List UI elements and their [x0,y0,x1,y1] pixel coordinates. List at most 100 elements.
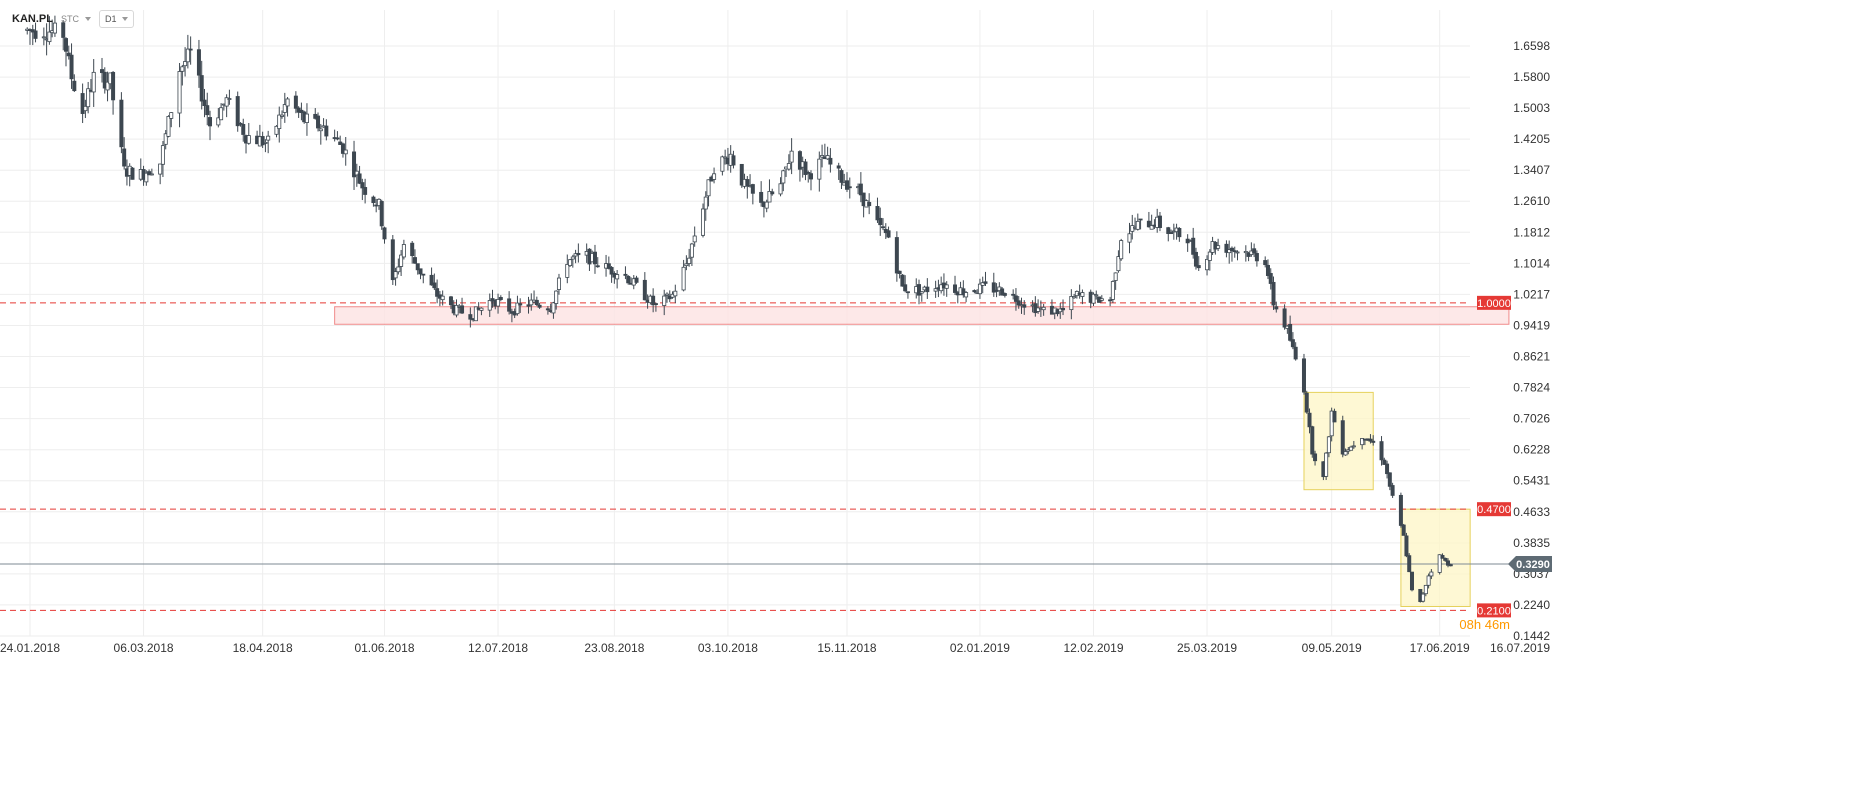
candle-body [180,66,185,72]
candle-body [595,265,600,268]
level-label-bg [1477,295,1511,310]
candle-body [111,71,116,101]
candle-body [1313,453,1318,462]
candle-body [944,284,949,289]
candle-body [817,158,822,180]
candle-body [529,299,534,306]
y-tick-label: 0.4633 [1513,505,1550,519]
x-tick-label: 15.11.2018 [817,641,876,655]
candle-body [687,257,692,264]
candle-body [224,97,229,107]
candle-body [828,157,833,165]
price-axis[interactable]: 1.6598 1.5800 1.5003 1.4205 1.3407 1.2610 1.18… [1513,39,1550,643]
x-tick-label: 09.05.2019 [1302,641,1362,655]
candle-body [534,299,539,306]
candle-body [208,117,213,127]
candle-body [274,125,279,135]
candle-body [894,237,899,274]
candle-body [623,273,628,276]
candle-body [983,281,988,284]
candle-body [216,117,221,126]
candle-body [626,275,631,284]
candle-body [1216,245,1221,249]
x-tick-label: 17.06.2019 [1410,641,1470,655]
x-tick-label: 12.02.2019 [1063,641,1123,655]
candle-body [507,298,512,312]
candle-body [163,133,168,145]
candle-body [905,291,910,294]
y-tick-label: 1.3407 [1513,163,1550,177]
x-tick-label: 18.04.2018 [233,641,293,655]
candle-body [839,170,844,183]
candle-body [664,293,669,296]
candle-body [1110,281,1115,300]
candle-body [953,284,958,293]
candle-body [1207,251,1212,261]
candle-body [712,173,717,180]
candle-body [304,113,309,123]
candle-body [1340,420,1345,455]
y-tick-label: 0.8621 [1513,350,1550,364]
candle-body [1407,555,1412,573]
candle-body [878,217,883,226]
candle-body [1000,288,1005,296]
time-axis[interactable]: 24.01.2018 06.03.2018 18.04.2018 01.06.2018… [0,641,1550,655]
candle-body [318,128,323,132]
candle-body [119,99,124,148]
candle-body [72,80,77,92]
candle-body [1343,451,1348,456]
candle-body [335,137,340,140]
candle-body [371,196,376,204]
candle-body [1385,463,1390,475]
symbol-name[interactable]: KAN.PL [12,13,53,25]
candle-body [393,271,398,279]
candle-body [1113,272,1118,281]
candle-body [1080,292,1085,297]
candle-body [354,170,359,176]
candle-body [1138,218,1143,221]
x-tick-label: 03.10.2018 [698,641,758,655]
candle-body [1227,249,1232,254]
x-tick-label: 24.01.2018 [0,641,60,655]
candle-body [199,75,204,102]
candle-body [903,284,908,292]
candle-body [723,156,728,159]
candle-body [750,184,755,194]
candle-body [1091,293,1096,304]
candle-body [972,290,977,293]
candle-body [1169,232,1174,235]
candle-body [845,180,850,190]
candle-body [1288,323,1293,341]
candle-body [1058,308,1063,313]
candle-body [1368,438,1373,442]
candle-body [1268,273,1273,284]
candle-body [130,167,135,180]
candle-body [1229,247,1234,252]
candle-body [1445,560,1450,566]
candle-body [188,48,193,51]
highlight-zone [1400,508,1471,607]
candle-body [260,136,265,146]
candle-body [490,298,495,302]
candle-body [1243,251,1248,254]
candle-body [360,182,365,189]
candle-body [917,284,922,296]
candle-body [1196,265,1201,269]
candle-body [681,266,686,291]
candle-body [961,288,966,296]
candle-body [338,141,343,145]
candle-body [897,270,902,274]
candle-body [91,71,96,93]
candle-body [1448,564,1453,567]
candle-body [299,109,304,114]
candle-body [468,314,473,320]
candle-body [1011,293,1016,296]
candle-body [149,173,154,176]
candle-body [340,143,345,154]
candle-body [692,235,697,243]
candle-body [1293,346,1298,360]
y-tick-label: 1.1014 [1513,256,1550,270]
timeframe-selector[interactable]: D1 [98,10,135,28]
market-selector[interactable]: STC [61,12,91,26]
